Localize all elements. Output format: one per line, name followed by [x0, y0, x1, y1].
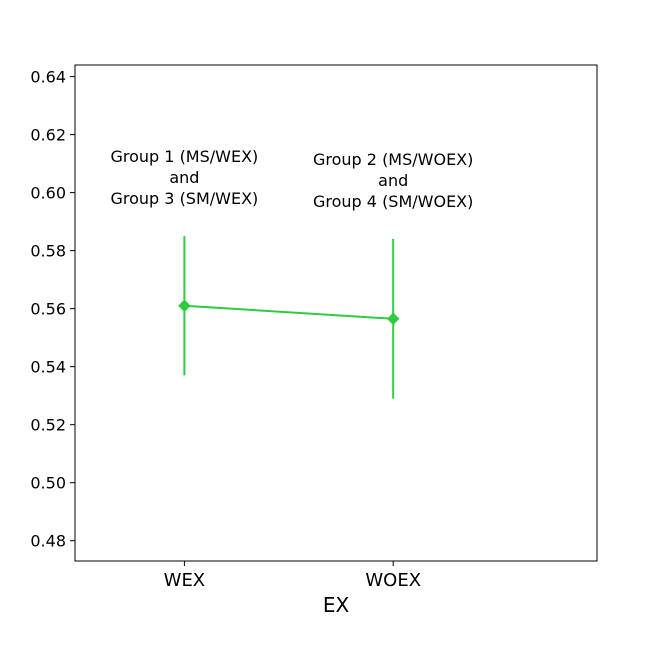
annotation-line: Group 2 (MS/WOEX)	[313, 150, 473, 169]
annotation-text: Group 1 (MS/WEX) and Group 3 (SM/WEX)	[111, 147, 259, 208]
annotation-line: and	[378, 171, 408, 190]
y-tick-label: 0.64	[30, 68, 66, 87]
y-tick-label: 0.52	[30, 416, 66, 435]
x-axis: WEX WOEX	[164, 561, 421, 591]
x-axis-label: EX	[323, 593, 350, 617]
annotation-line: Group 3 (SM/WEX)	[111, 189, 259, 208]
data-point-marker	[178, 299, 191, 312]
annotation-line: Group 1 (MS/WEX)	[111, 147, 259, 166]
y-tick-label: 0.48	[30, 532, 66, 551]
annotation-line: and	[169, 168, 199, 187]
x-tick-label: WEX	[164, 570, 206, 591]
y-tick-label: 0.56	[30, 300, 66, 319]
data-point-marker	[386, 312, 400, 326]
annotation-text: Group 2 (MS/WOEX) and Group 4 (SM/WOEX)	[313, 150, 473, 211]
annotation-line: Group 4 (SM/WOEX)	[313, 192, 473, 211]
annotations: Group 1 (MS/WEX) and Group 3 (SM/WEX)Group…	[111, 147, 474, 211]
series	[178, 236, 400, 399]
y-tick-label: 0.60	[30, 184, 66, 203]
y-tick-label: 0.58	[30, 242, 66, 261]
y-tick-label: 0.50	[30, 474, 66, 493]
y-tick-label: 0.62	[30, 126, 66, 145]
y-axis: 0.48 0.50 0.52 0.54 0.56 0.58 0.60 0.62 0.64	[30, 68, 75, 551]
y-tick-label: 0.54	[30, 358, 66, 377]
plot-area	[74, 64, 598, 562]
x-tick-label: WOEX	[365, 570, 421, 591]
series-line	[184, 304, 394, 320]
